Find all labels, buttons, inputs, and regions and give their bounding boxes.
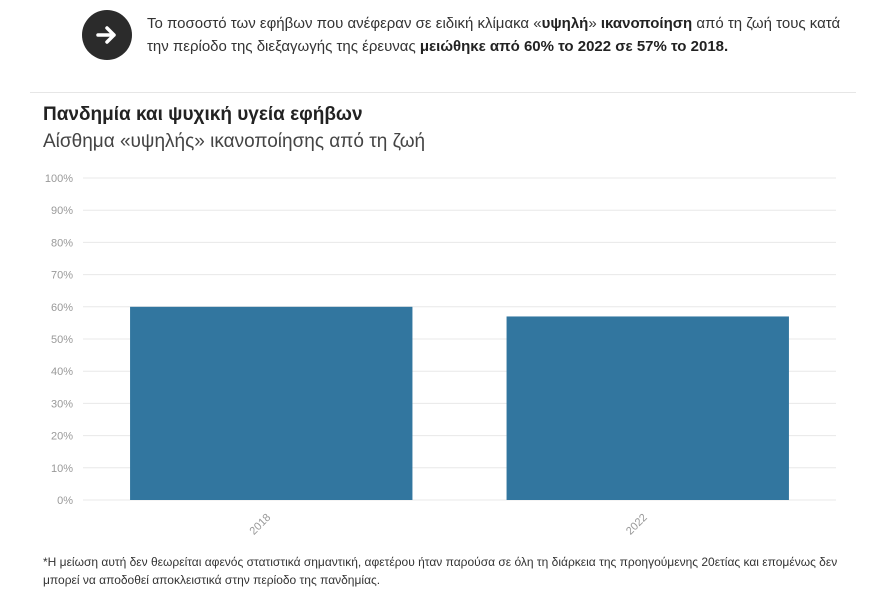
callout-text: Το ποσοστό των εφήβων που ανέφεραν σε ει… [147,12,847,58]
y-tick-label: 100% [45,173,73,185]
y-tick-label: 90% [51,205,73,217]
bar [130,306,413,500]
callout: Το ποσοστό των εφήβων που ανέφεραν σε ει… [82,8,862,64]
callout-text-part: από τη ζωή τους κατά την περίοδο της διε… [147,15,841,55]
y-tick-label: 10% [51,463,73,475]
x-tick-label: 2022 [624,512,650,538]
x-tick-label: 2018 [248,512,274,538]
y-tick-label: 70% [51,270,73,282]
y-tick-label: 40% [51,366,73,378]
y-tick-label: 60% [51,302,73,314]
y-tick-label: 20% [51,431,73,443]
y-tick-label: 50% [51,334,73,346]
arrow-right-icon [82,10,132,60]
y-tick-label: 30% [51,398,73,410]
bar [506,316,789,500]
callout-text-part: μειώθηκε από 60% το 2022 σε 57% το 2018. [419,38,729,55]
chart-title: Πανδημία και ψυχική υγεία εφήβων [43,104,363,125]
callout-text-part: » [588,15,601,32]
divider [30,92,856,93]
y-tick-label: 0% [57,495,73,507]
chart-subtitle: Αίσθημα «υψηλής» ικανοποίησης από τη ζωή [43,131,426,152]
footnote: *Η μείωση αυτή δεν θεωρείται αφενός στατ… [43,555,838,587]
callout-text-part: ικανοποίηση [600,15,693,32]
y-tick-label: 80% [51,237,73,249]
callout-text-part: Το ποσοστό των εφήβων που ανέφεραν σε ει… [147,15,542,32]
callout-text-part: υψηλή [541,15,589,32]
